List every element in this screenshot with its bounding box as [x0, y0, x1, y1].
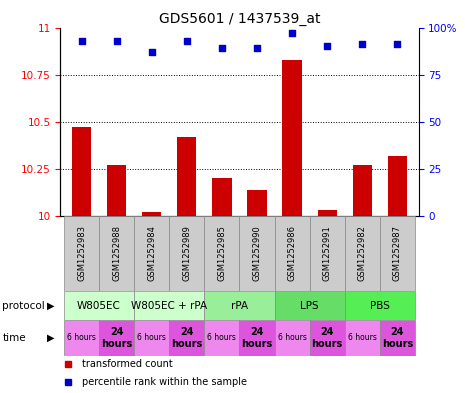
Point — [183, 38, 191, 44]
Bar — [318, 211, 337, 216]
Text: LPS: LPS — [300, 301, 319, 310]
Bar — [99, 320, 134, 356]
Bar — [134, 320, 169, 356]
Text: W805EC + rPA: W805EC + rPA — [131, 301, 207, 310]
Bar — [205, 291, 274, 320]
Bar — [212, 178, 232, 216]
Text: PBS: PBS — [370, 301, 390, 310]
Text: rPA: rPA — [231, 301, 248, 310]
Text: GSM1252982: GSM1252982 — [358, 226, 367, 281]
Text: percentile rank within the sample: percentile rank within the sample — [82, 377, 247, 387]
Bar — [247, 190, 267, 216]
Text: GSM1252985: GSM1252985 — [218, 226, 226, 281]
Bar — [64, 216, 99, 291]
Point — [218, 45, 226, 51]
Text: ▶: ▶ — [46, 301, 54, 310]
Text: ▶: ▶ — [46, 333, 54, 343]
Text: 6 hours: 6 hours — [67, 334, 96, 342]
Bar — [310, 216, 345, 291]
Bar — [169, 320, 205, 356]
Text: transformed count: transformed count — [82, 359, 173, 369]
Bar — [64, 291, 134, 320]
Text: 24
hours: 24 hours — [312, 327, 343, 349]
Bar — [274, 216, 310, 291]
Text: GSM1252984: GSM1252984 — [147, 226, 156, 281]
Title: GDS5601 / 1437539_at: GDS5601 / 1437539_at — [159, 13, 320, 26]
Text: 24
hours: 24 hours — [241, 327, 272, 349]
Text: 6 hours: 6 hours — [207, 334, 236, 342]
Point — [324, 43, 331, 50]
Bar — [239, 216, 274, 291]
Bar — [169, 216, 205, 291]
Bar — [205, 216, 239, 291]
Bar — [134, 216, 169, 291]
Bar — [388, 156, 407, 216]
Bar — [99, 216, 134, 291]
Text: 24
hours: 24 hours — [382, 327, 413, 349]
Bar — [345, 216, 380, 291]
Bar — [239, 320, 274, 356]
Text: W805EC: W805EC — [77, 301, 121, 310]
Point — [113, 38, 120, 44]
Text: GSM1252988: GSM1252988 — [112, 226, 121, 281]
Bar — [107, 165, 126, 216]
Bar — [205, 320, 239, 356]
Bar — [177, 137, 197, 216]
Text: 24
hours: 24 hours — [171, 327, 202, 349]
Text: GSM1252989: GSM1252989 — [182, 226, 191, 281]
Bar — [274, 320, 310, 356]
Bar — [142, 212, 161, 216]
Point — [288, 30, 296, 36]
Text: 24
hours: 24 hours — [101, 327, 132, 349]
Bar — [282, 60, 302, 216]
Point — [394, 41, 401, 48]
Bar — [134, 291, 205, 320]
Text: 6 hours: 6 hours — [348, 334, 377, 342]
Point — [78, 38, 85, 44]
Text: GSM1252987: GSM1252987 — [393, 226, 402, 281]
Bar — [64, 320, 99, 356]
Bar — [380, 216, 415, 291]
Bar — [380, 320, 415, 356]
Point — [359, 41, 366, 48]
Bar — [274, 291, 345, 320]
Text: 6 hours: 6 hours — [278, 334, 306, 342]
Point — [148, 49, 155, 55]
Bar — [72, 127, 91, 216]
Bar — [345, 320, 380, 356]
Bar — [352, 165, 372, 216]
Text: GSM1252983: GSM1252983 — [77, 226, 86, 281]
Text: GSM1252991: GSM1252991 — [323, 226, 332, 281]
Text: GSM1252990: GSM1252990 — [252, 226, 261, 281]
Text: protocol: protocol — [2, 301, 45, 310]
Point — [253, 45, 261, 51]
Bar — [310, 320, 345, 356]
Text: GSM1252986: GSM1252986 — [288, 226, 297, 281]
Bar — [345, 291, 415, 320]
Text: 6 hours: 6 hours — [137, 334, 166, 342]
Text: time: time — [2, 333, 26, 343]
